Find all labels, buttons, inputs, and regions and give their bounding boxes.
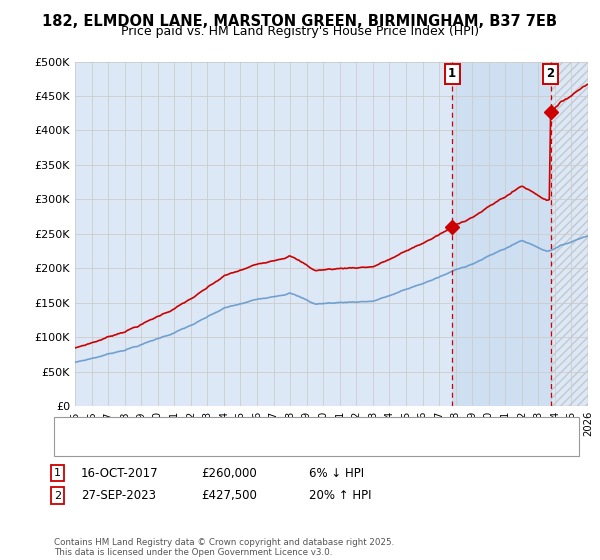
Text: 27-SEP-2023: 27-SEP-2023 xyxy=(81,489,156,502)
Text: 1: 1 xyxy=(54,468,61,478)
Text: 2: 2 xyxy=(54,491,61,501)
Bar xyxy=(551,62,588,406)
Text: 20% ↑ HPI: 20% ↑ HPI xyxy=(309,489,371,502)
Text: HPI: Average price, semi-detached house, Solihull: HPI: Average price, semi-detached house,… xyxy=(93,441,344,451)
Text: Contains HM Land Registry data © Crown copyright and database right 2025.
This d: Contains HM Land Registry data © Crown c… xyxy=(54,538,394,557)
Bar xyxy=(551,62,588,406)
Text: 1: 1 xyxy=(448,68,456,81)
Text: 182, ELMDON LANE, MARSTON GREEN, BIRMINGHAM, B37 7EB: 182, ELMDON LANE, MARSTON GREEN, BIRMING… xyxy=(43,14,557,29)
Text: Price paid vs. HM Land Registry's House Price Index (HPI): Price paid vs. HM Land Registry's House … xyxy=(121,25,479,38)
Text: 16-OCT-2017: 16-OCT-2017 xyxy=(81,466,158,480)
Text: 182, ELMDON LANE, MARSTON GREEN, BIRMINGHAM, B37 7EB (semi-detached house): 182, ELMDON LANE, MARSTON GREEN, BIRMING… xyxy=(93,423,532,433)
Text: £427,500: £427,500 xyxy=(201,489,257,502)
Text: £260,000: £260,000 xyxy=(201,466,257,480)
Text: 2: 2 xyxy=(547,68,554,81)
Bar xyxy=(452,62,551,406)
Text: 6% ↓ HPI: 6% ↓ HPI xyxy=(309,466,364,480)
